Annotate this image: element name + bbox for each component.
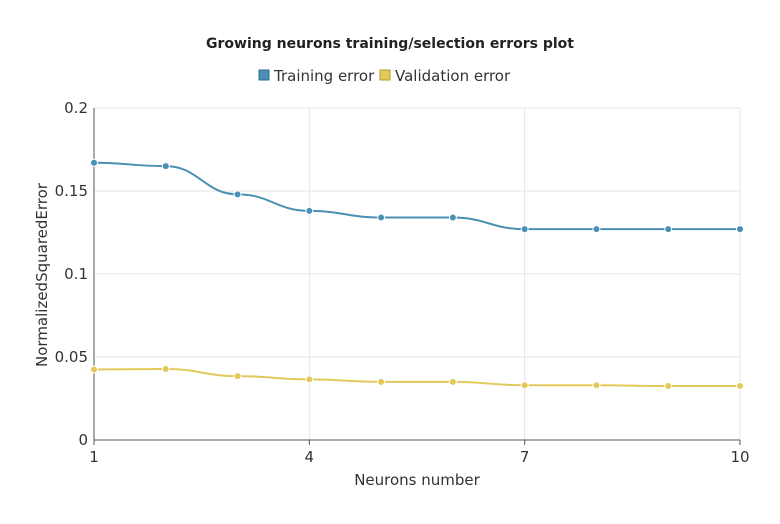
data-point[interactable] [305, 206, 314, 215]
series-layer [90, 158, 744, 391]
y-tick-label: 0.2 [64, 99, 88, 117]
data-point[interactable] [592, 225, 601, 234]
data-point[interactable] [377, 377, 386, 386]
y-axis-title: NormalizedSquaredError [33, 182, 51, 367]
legend-swatch-training [258, 69, 270, 81]
data-point[interactable] [90, 158, 98, 167]
legend-swatch-validation [379, 69, 391, 81]
data-point[interactable] [233, 372, 242, 381]
legend-label-validation: Validation error [395, 67, 511, 85]
legend-label-training: Training error [273, 67, 375, 85]
grid [94, 107, 741, 440]
data-point[interactable] [520, 225, 529, 234]
y-tick-label: 0.15 [55, 182, 88, 200]
x-tick-label: 1 [89, 448, 99, 466]
x-tick-label: 7 [520, 448, 530, 466]
series-validation[interactable] [90, 364, 744, 391]
series-training[interactable] [90, 158, 744, 234]
y-tick-label: 0.1 [64, 265, 88, 283]
axes: 0 0.05 0.1 0.15 0.2 1 4 7 10 [55, 99, 750, 466]
legend-item-training[interactable]: Training error [258, 67, 375, 85]
data-point[interactable] [592, 381, 601, 390]
y-tick-label: 0.05 [55, 348, 88, 366]
x-tick-label: 4 [305, 448, 315, 466]
series-line [93, 367, 740, 388]
y-tick-label: 0 [78, 431, 88, 449]
data-point[interactable] [736, 225, 744, 234]
data-point[interactable] [664, 382, 673, 391]
data-point[interactable] [520, 381, 529, 390]
data-point[interactable] [161, 162, 170, 171]
legend-item-validation[interactable]: Validation error [379, 67, 511, 85]
series-line [93, 161, 740, 231]
data-point[interactable] [448, 213, 457, 222]
data-point[interactable] [161, 364, 170, 373]
data-point[interactable] [90, 365, 98, 374]
data-point[interactable] [377, 213, 386, 222]
chart-title: Growing neurons training/selection error… [206, 36, 574, 52]
legend[interactable]: Training error Validation error [258, 67, 511, 85]
data-point[interactable] [233, 190, 242, 199]
data-point[interactable] [448, 377, 457, 386]
x-tick-label: 10 [730, 448, 749, 466]
x-axis-title: Neurons number [354, 471, 480, 489]
data-point[interactable] [305, 375, 314, 384]
data-point[interactable] [664, 225, 673, 234]
data-point[interactable] [736, 382, 744, 391]
